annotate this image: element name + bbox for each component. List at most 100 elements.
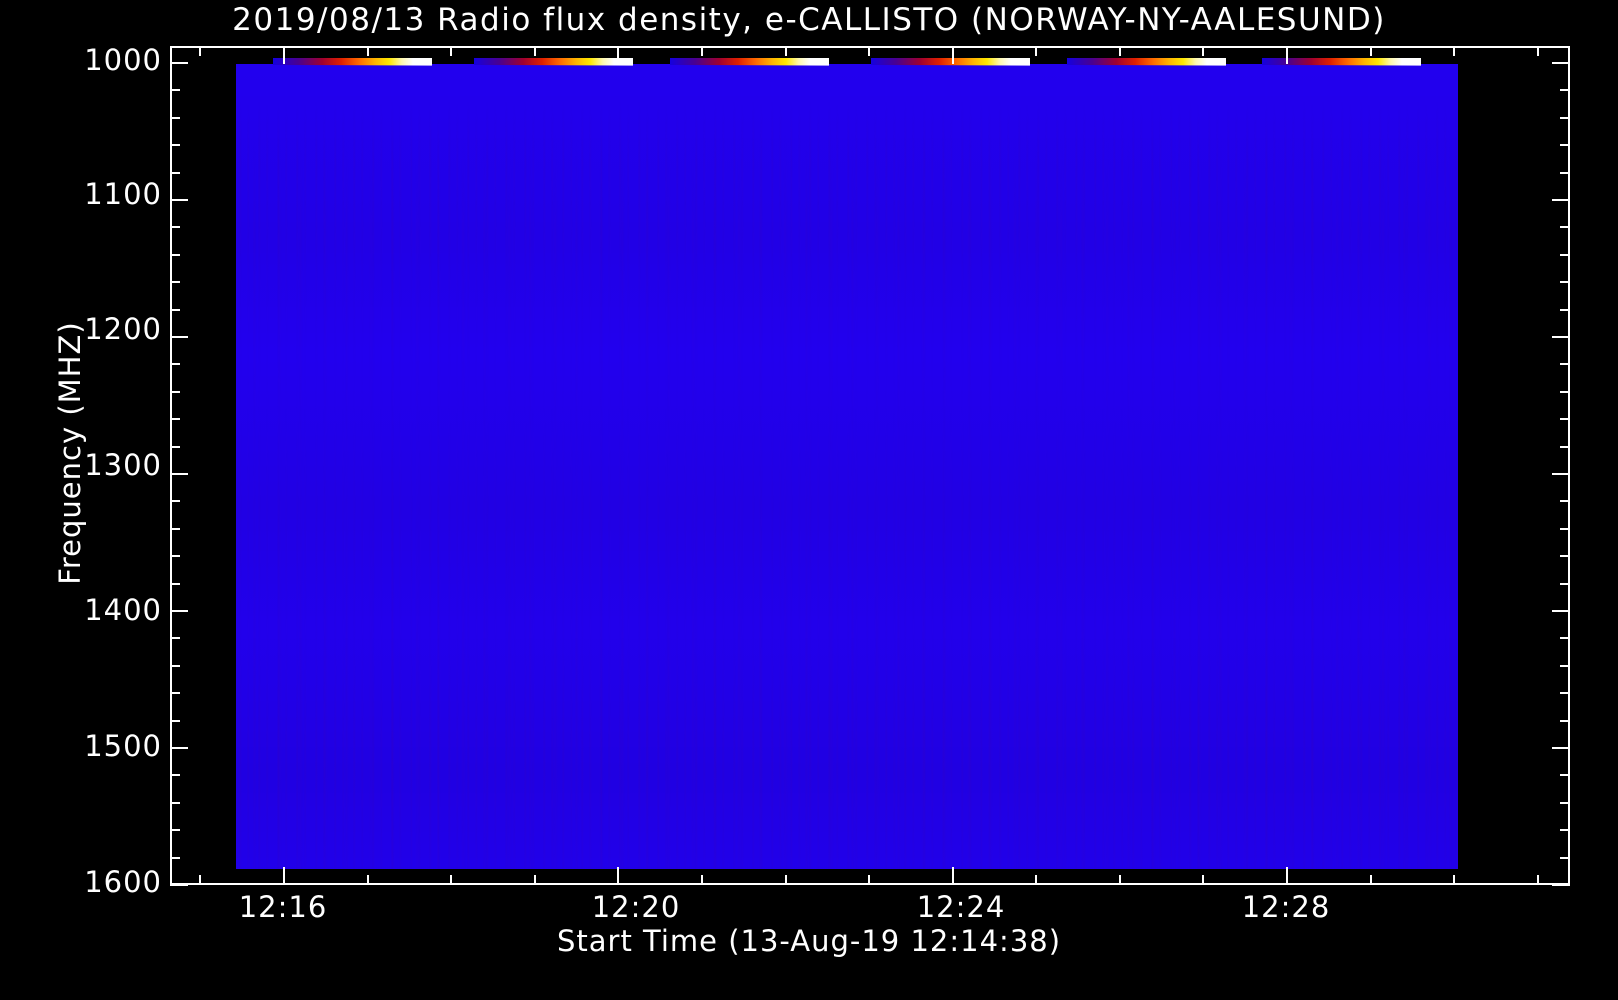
- x-axis-minor-tick: [785, 875, 787, 885]
- y-axis-minor-tick: [170, 117, 180, 119]
- x-axis-minor-tick: [199, 875, 201, 885]
- y-axis-right-major-tick: [1552, 610, 1570, 612]
- calibration-burst: [871, 58, 1031, 69]
- x-axis-top-minor-tick: [534, 46, 536, 56]
- y-axis-minor-tick: [170, 446, 180, 448]
- y-axis-minor-tick: [170, 720, 180, 722]
- y-axis-minor-tick: [170, 829, 180, 831]
- x-axis-top-minor-tick: [1453, 46, 1455, 56]
- y-axis-minor-tick: [170, 226, 180, 228]
- x-axis-minor-tick: [1453, 875, 1455, 885]
- y-axis-right-minor-tick: [1560, 583, 1570, 585]
- x-axis-minor-tick: [1537, 875, 1539, 885]
- y-axis-right-minor-tick: [1560, 226, 1570, 228]
- y-axis-right-minor-tick: [1560, 528, 1570, 530]
- y-axis-right-major-tick: [1552, 336, 1570, 338]
- spectrogram-noise-stripes-secondary: [236, 64, 1458, 869]
- y-axis-right-minor-tick: [1560, 117, 1570, 119]
- y-axis-right-minor-tick: [1560, 363, 1570, 365]
- plot-axis-frame: [170, 46, 1570, 885]
- x-axis-minor-tick: [1202, 875, 1204, 885]
- x-axis-top-minor-tick: [1202, 46, 1204, 56]
- y-axis-minor-tick: [170, 254, 180, 256]
- y-axis-right-minor-tick: [1560, 829, 1570, 831]
- x-axis-tick-label: 12:16: [238, 890, 328, 924]
- x-axis-top-minor-tick: [701, 46, 703, 56]
- x-axis-major-tick: [283, 867, 285, 885]
- x-axis-top-minor-tick: [868, 46, 870, 56]
- x-axis-minor-tick: [367, 875, 369, 885]
- y-axis-minor-tick: [170, 144, 180, 146]
- y-axis-major-tick: [170, 473, 188, 475]
- y-axis-tick-label: 1100: [84, 177, 162, 211]
- y-axis-right-minor-tick: [1560, 555, 1570, 557]
- x-axis-top-major-tick: [617, 46, 619, 64]
- y-axis-right-minor-tick: [1560, 637, 1570, 639]
- y-axis-right-minor-tick: [1560, 144, 1570, 146]
- x-axis-minor-tick: [534, 875, 536, 885]
- y-axis-right-minor-tick: [1560, 665, 1570, 667]
- x-axis-top-minor-tick: [1035, 46, 1037, 56]
- y-axis-minor-tick: [170, 665, 180, 667]
- x-axis-minor-tick: [868, 875, 870, 885]
- y-axis-minor-tick: [170, 363, 180, 365]
- y-axis-right-minor-tick: [1560, 774, 1570, 776]
- y-axis-major-tick: [170, 884, 188, 886]
- y-axis-major-tick: [170, 62, 188, 64]
- x-axis-tick-label: 12:24: [916, 890, 1006, 924]
- y-axis-major-tick: [170, 336, 188, 338]
- y-axis-right-minor-tick: [1560, 500, 1570, 502]
- y-axis-right-minor-tick: [1560, 281, 1570, 283]
- x-axis-top-minor-tick: [450, 46, 452, 56]
- x-axis-minor-tick: [1119, 875, 1121, 885]
- y-axis-title: Frequency (MHZ): [53, 321, 87, 585]
- x-axis-top-major-tick: [952, 46, 954, 64]
- y-axis-right-major-tick: [1552, 747, 1570, 749]
- spectrogram-image: [236, 64, 1458, 869]
- x-axis-major-tick: [1286, 867, 1288, 885]
- y-axis-right-minor-tick: [1560, 418, 1570, 420]
- x-axis-tick-label: 12:20: [591, 890, 681, 924]
- y-axis-major-tick: [170, 610, 188, 612]
- y-axis-right-major-tick: [1552, 62, 1570, 64]
- y-axis-minor-tick: [170, 89, 180, 91]
- y-axis-minor-tick: [170, 555, 180, 557]
- y-axis-minor-tick: [170, 774, 180, 776]
- x-axis-top-major-tick: [1286, 46, 1288, 64]
- x-axis-title: Start Time (13-Aug-19 12:14:38): [556, 924, 1062, 958]
- x-axis-major-tick: [952, 867, 954, 885]
- x-axis-minor-tick: [1370, 875, 1372, 885]
- x-axis-top-minor-tick: [1537, 46, 1539, 56]
- y-axis-minor-tick: [170, 857, 180, 859]
- y-axis-minor-tick: [170, 172, 180, 174]
- y-axis-right-minor-tick: [1560, 309, 1570, 311]
- x-axis-top-minor-tick: [1119, 46, 1121, 56]
- y-axis-right-minor-tick: [1560, 172, 1570, 174]
- y-axis-minor-tick: [170, 391, 180, 393]
- y-axis-right-minor-tick: [1560, 720, 1570, 722]
- y-axis-major-tick: [170, 747, 188, 749]
- y-axis-minor-tick: [170, 500, 180, 502]
- x-axis-minor-tick: [701, 875, 703, 885]
- y-axis-major-tick: [170, 199, 188, 201]
- y-axis-minor-tick: [170, 583, 180, 585]
- x-axis-top-minor-tick: [785, 46, 787, 56]
- spectrogram-noise-stripes: [236, 64, 1458, 869]
- calibration-burst: [669, 58, 829, 69]
- y-axis-right-major-tick: [1552, 199, 1570, 201]
- y-axis-minor-tick: [170, 692, 180, 694]
- x-axis-top-minor-tick: [1370, 46, 1372, 56]
- x-axis-minor-tick: [450, 875, 452, 885]
- calibration-burst: [474, 58, 634, 69]
- y-axis-right-major-tick: [1552, 884, 1570, 886]
- x-axis-top-major-tick: [283, 46, 285, 64]
- y-axis-minor-tick: [170, 802, 180, 804]
- calibration-burst: [1262, 58, 1422, 69]
- x-axis-minor-tick: [1035, 875, 1037, 885]
- y-axis-minor-tick: [170, 281, 180, 283]
- y-axis-right-minor-tick: [1560, 89, 1570, 91]
- y-axis-right-minor-tick: [1560, 857, 1570, 859]
- x-axis-top-minor-tick: [367, 46, 369, 56]
- x-axis-top-minor-tick: [199, 46, 201, 56]
- calibration-burst: [1066, 58, 1226, 69]
